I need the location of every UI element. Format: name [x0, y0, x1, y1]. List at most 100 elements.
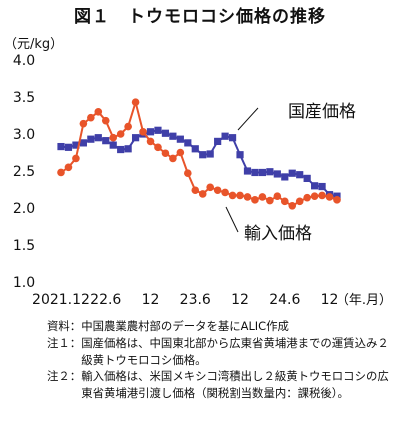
- data-point: [198, 190, 207, 198]
- data-point: [281, 173, 289, 181]
- data-point: [161, 149, 170, 158]
- y-tick-label: 4.0: [13, 53, 35, 69]
- y-axis-ticks: 4.0 3.5 3.0 2.5 2.0 1.5 1.0: [13, 53, 35, 291]
- data-point: [87, 135, 95, 143]
- data-point: [325, 193, 334, 201]
- data-point: [146, 137, 155, 146]
- x-tick-label: 23.6: [180, 292, 211, 308]
- note-text: 国産価格は、中国東北部から広東省黄埔港までの運賃込み２級黄トウモロコシ価格。: [81, 335, 389, 367]
- data-point: [64, 143, 73, 151]
- data-point: [131, 98, 140, 106]
- note-source: 資料： 中国農業農村部のデータを基にALIC作成: [47, 318, 397, 335]
- data-point: [64, 163, 73, 172]
- data-point: [199, 151, 207, 159]
- data-point: [79, 119, 88, 128]
- data-point: [72, 141, 80, 149]
- data-point: [258, 193, 267, 201]
- series-1: [57, 98, 341, 210]
- data-point: [109, 133, 118, 142]
- data-point: [184, 169, 192, 178]
- data-point: [102, 137, 110, 145]
- data-point: [213, 186, 222, 195]
- x-tick-label: 12: [321, 292, 339, 308]
- data-point: [116, 130, 125, 138]
- data-point: [184, 139, 192, 147]
- data-point: [109, 141, 117, 149]
- data-point: [176, 148, 185, 157]
- annotation-leader: [237, 107, 259, 131]
- x-tick-label: 22.6: [90, 292, 121, 308]
- data-point: [310, 192, 319, 200]
- data-point: [296, 171, 304, 179]
- data-point: [243, 167, 252, 175]
- note-text: 輸入価格は、米国メキシコ湾積出し２級黄トウモロコシの広東省黄埔港引渡し価格（関税…: [81, 369, 389, 401]
- data-point: [94, 134, 102, 142]
- data-point: [288, 201, 297, 210]
- x-axis-unit-label: （年.月）: [336, 293, 392, 308]
- data-point: [161, 129, 170, 137]
- x-tick-label: 12: [231, 292, 249, 308]
- data-point: [169, 132, 177, 140]
- data-point: [94, 108, 103, 116]
- y-tick-label: 1.5: [13, 238, 35, 254]
- data-point: [303, 193, 311, 202]
- y-tick-label: 2.0: [13, 201, 35, 217]
- data-point: [214, 137, 222, 145]
- y-tick-label: 1.0: [13, 275, 35, 291]
- data-point: [273, 170, 281, 178]
- line-chart: 4.0 3.5 3.0 2.5 2.0 1.5 1.0 2021.12 22.6 12 23.6 1…: [13, 53, 392, 308]
- chart-title: 図１ トウモロコシ価格の推移: [74, 7, 326, 27]
- x-axis-ticks: 2021.12 22.6 12 23.6 12 24.6 12（年.月）: [32, 292, 392, 308]
- data-point: [303, 174, 311, 182]
- data-point: [266, 168, 274, 176]
- data-point: [169, 154, 177, 163]
- data-point: [288, 169, 296, 177]
- data-point: [280, 197, 289, 206]
- data-point: [236, 151, 244, 159]
- data-point: [311, 182, 319, 190]
- series-0: [57, 126, 341, 200]
- data-point: [154, 143, 162, 152]
- data-point: [258, 168, 267, 177]
- x-tick-label: 24.6: [269, 292, 300, 308]
- data-point: [124, 122, 132, 131]
- x-tick-label: 12: [142, 292, 160, 308]
- data-point: [101, 116, 110, 125]
- y-tick-label: 2.5: [13, 164, 35, 180]
- note-2: 注２： 輸入価格は、米国メキシコ湾積出し２級黄トウモロコシの広東省黄埔港引渡し価…: [47, 368, 397, 402]
- data-point: [228, 134, 237, 142]
- data-point: [236, 191, 244, 200]
- y-tick-label: 3.0: [13, 127, 35, 143]
- data-point: [266, 196, 274, 205]
- data-point: [79, 139, 87, 147]
- data-point: [124, 145, 132, 153]
- data-point: [176, 135, 184, 143]
- data-point: [146, 128, 155, 136]
- y-axis-unit-label: （元/kg）: [4, 37, 64, 52]
- note-1: 注１： 国産価格は、中国東北部から広東省黄埔港までの運賃込み２級黄トウモロコシ価…: [47, 335, 397, 369]
- note-tag: 資料：: [47, 319, 82, 333]
- series-annotation-label: 国産価格: [288, 102, 356, 122]
- data-point: [251, 196, 259, 204]
- data-point: [87, 113, 95, 122]
- x-tick-label: 2021.12: [32, 292, 90, 308]
- data-point: [206, 183, 214, 192]
- data-point: [228, 191, 237, 200]
- data-point: [57, 168, 65, 177]
- annotation-leader: [225, 206, 239, 233]
- data-point: [295, 197, 304, 206]
- data-point: [139, 127, 147, 136]
- data-point: [318, 182, 326, 191]
- data-point: [117, 145, 125, 154]
- data-point: [72, 154, 80, 163]
- series-layer: [57, 98, 341, 210]
- note-tag: 注１：: [47, 335, 82, 350]
- data-point: [206, 150, 214, 158]
- data-point: [191, 145, 199, 153]
- note-tag: 注２：: [47, 369, 82, 384]
- data-point: [243, 193, 252, 201]
- data-point: [154, 126, 162, 134]
- data-point: [273, 192, 282, 200]
